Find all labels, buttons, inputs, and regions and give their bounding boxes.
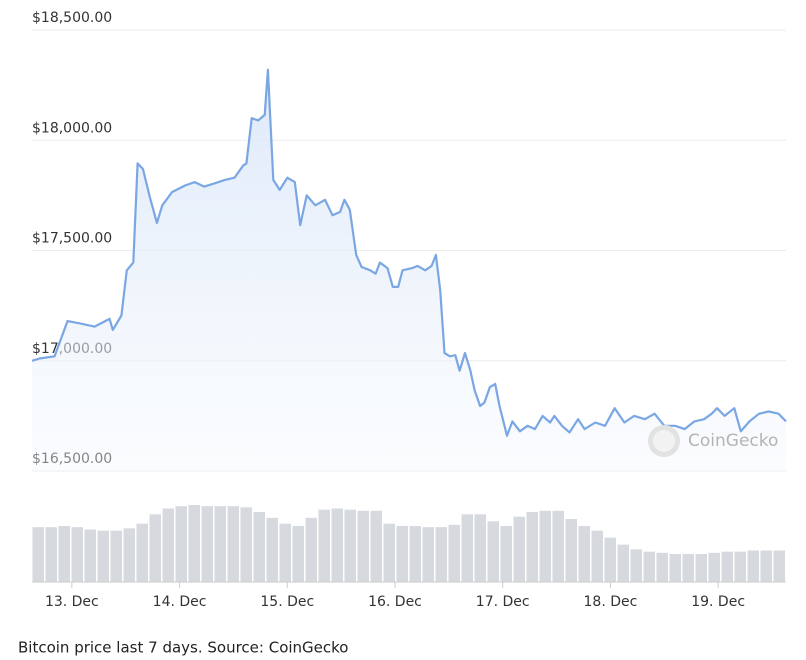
volume-bar [526, 512, 538, 582]
volume-bar [305, 517, 317, 582]
volume-bar [253, 512, 265, 582]
volume-bar [474, 514, 486, 582]
volume-bar [500, 526, 512, 582]
volume-bar [175, 506, 187, 582]
volume-bar [214, 506, 226, 582]
volume-bar [84, 529, 96, 582]
volume-bar [279, 523, 291, 582]
volume-bar [240, 507, 252, 582]
volume-bar [266, 517, 278, 582]
volume-bar [591, 530, 603, 582]
volume-bar [747, 550, 759, 582]
volume-bar [383, 523, 395, 582]
volume-bar [617, 544, 629, 582]
x-tick-label: 14. Dec [153, 594, 207, 610]
volume-bar [71, 527, 83, 582]
volume-bar [162, 508, 174, 582]
volume-bar [448, 524, 460, 582]
x-tick-label: 16. Dec [368, 594, 422, 610]
volume-bar [682, 554, 694, 582]
volume-bar [708, 552, 720, 582]
volume-bar [539, 510, 551, 582]
volume-bar [734, 551, 746, 582]
x-tick-label: 17. Dec [476, 594, 530, 610]
x-tick-label: 13. Dec [45, 594, 99, 610]
price-line [31, 68, 787, 437]
volume-bar [45, 527, 57, 582]
volume-bar [344, 509, 356, 582]
volume-bar [123, 528, 135, 582]
volume-bar [773, 550, 785, 582]
volume-bar [578, 526, 590, 582]
volume-bar [435, 527, 447, 582]
volume-bar [370, 510, 382, 582]
volume-bar [760, 550, 772, 582]
watermark-text: CoinGecko [688, 431, 778, 451]
volume-bar [643, 551, 655, 582]
volume-bar [110, 530, 122, 582]
volume-bar [669, 554, 681, 582]
volume-bar [201, 506, 213, 582]
y-tick-label: $18,000.00 [32, 120, 112, 136]
volume-bar [409, 526, 421, 582]
volume-bar [58, 526, 70, 582]
volume-bar [721, 551, 733, 582]
volume-bar [487, 521, 499, 582]
volume-bar [357, 510, 369, 582]
volume-bar [461, 514, 473, 582]
volume-bar [656, 552, 668, 582]
volume-bar [149, 514, 161, 582]
x-tick-label: 15. Dec [260, 594, 314, 610]
volume-bar [318, 509, 330, 582]
y-tick-label: $18,500.00 [32, 10, 112, 26]
volume-bar [331, 508, 343, 582]
volume-bar [695, 554, 707, 582]
volume-bar [227, 506, 239, 582]
caption: Bitcoin price last 7 days. Source: CoinG… [18, 639, 348, 657]
volume-bar [422, 527, 434, 582]
volume-bar [136, 523, 148, 582]
volume-bar [513, 516, 525, 582]
volume-bar [32, 527, 44, 582]
volume-bar [552, 510, 564, 582]
x-tick-label: 19. Dec [691, 594, 745, 610]
watermark: CoinGecko [648, 425, 778, 457]
volume-bar [604, 537, 616, 582]
y-tick-label: $17,500.00 [32, 231, 112, 247]
volume-bar [97, 530, 109, 582]
volume-bar [188, 505, 200, 582]
x-tick-label: 18. Dec [584, 594, 638, 610]
volume-bar [396, 526, 408, 582]
area [32, 69, 786, 471]
volume-bar [630, 549, 642, 582]
volume-bar [565, 519, 577, 582]
volume-bar [292, 526, 304, 582]
